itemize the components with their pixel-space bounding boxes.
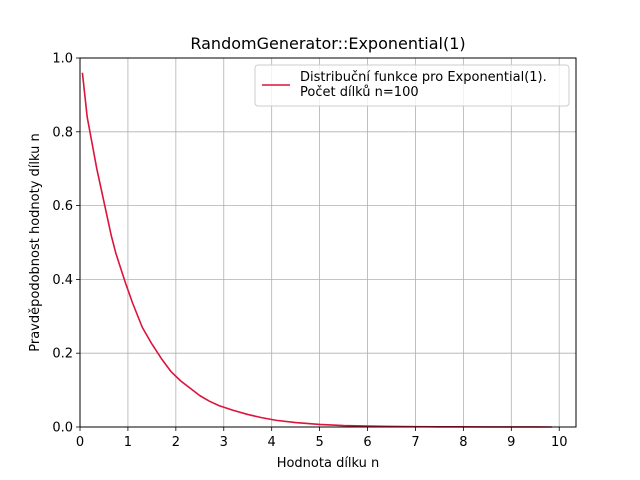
legend-entry-line: Distribuční funkce pro Exponential(1). bbox=[300, 70, 547, 85]
grid bbox=[79, 57, 576, 428]
legend: Distribuční funkce pro Exponential(1). P… bbox=[254, 64, 570, 107]
axes-frame bbox=[79, 57, 577, 428]
x-tick-label: 2 bbox=[172, 435, 180, 450]
y-tick-label: 0.0 bbox=[52, 421, 73, 436]
x-tick-label: 5 bbox=[315, 435, 323, 450]
x-ticks: 0 1 2 3 4 5 6 7 8 9 10 bbox=[76, 427, 568, 450]
x-tick-label: 6 bbox=[363, 435, 371, 450]
y-tick-label: 0.2 bbox=[52, 347, 73, 362]
y-tick-label: 0.6 bbox=[52, 199, 73, 214]
x-tick-label: 9 bbox=[507, 435, 515, 450]
y-tick-label: 0.4 bbox=[52, 273, 73, 288]
x-tick-label: 8 bbox=[459, 435, 467, 450]
legend-entry-line: Počet dílků n=100 bbox=[300, 85, 419, 100]
y-tick-label: 1.0 bbox=[52, 52, 73, 67]
legend-box bbox=[254, 64, 570, 107]
x-tick-label: 10 bbox=[551, 435, 568, 450]
x-tick-label: 7 bbox=[411, 435, 419, 450]
y-tick-label: 0.8 bbox=[52, 125, 73, 140]
x-tick-label: 0 bbox=[76, 435, 84, 450]
y-axis-label: Pravděpodobnost hodnoty dílku n bbox=[28, 133, 43, 352]
x-tick-label: 3 bbox=[220, 435, 228, 450]
x-tick-label: 4 bbox=[268, 435, 276, 450]
x-tick-label: 1 bbox=[124, 435, 132, 450]
y-ticks: 0.0 0.2 0.4 0.6 0.8 1.0 bbox=[52, 52, 80, 436]
chart-title: RandomGenerator::Exponential(1) bbox=[190, 34, 465, 53]
x-axis-label: Hodnota dílku n bbox=[277, 456, 380, 471]
